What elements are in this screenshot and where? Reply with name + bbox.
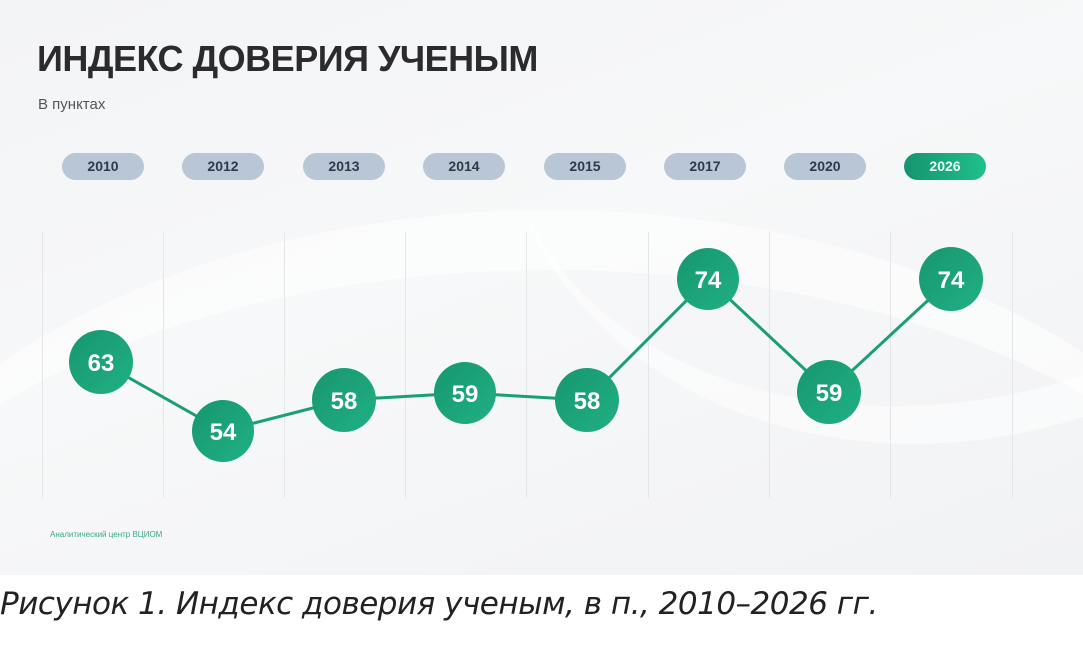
grid-line bbox=[648, 232, 649, 498]
point-value: 63 bbox=[88, 350, 115, 377]
grid-line bbox=[42, 232, 43, 498]
year-pill-2017: 2017 bbox=[664, 153, 746, 180]
grid-line bbox=[284, 232, 285, 498]
chart-title: ИНДЕКС ДОВЕРИЯ УЧЕНЫМ bbox=[37, 38, 538, 79]
figure-caption: Рисунок 1. Индекс доверия ученым, в п., … bbox=[0, 586, 878, 622]
year-pill-2012: 2012 bbox=[182, 153, 264, 180]
chart-panel: ИНДЕКС ДОВЕРИЯ УЧЕНЫМ В пунктах 2010 201… bbox=[0, 0, 1083, 575]
point-value: 58 bbox=[574, 388, 601, 415]
year-pill-2026: 2026 bbox=[904, 153, 986, 180]
data-point-2020: 59 bbox=[797, 360, 861, 424]
grid-line bbox=[526, 232, 527, 498]
data-point-2017: 74 bbox=[677, 248, 739, 310]
line-chart: 63 54 58 59 58 74 59 74 bbox=[69, 247, 983, 462]
year-pill-2010: 2010 bbox=[62, 153, 144, 180]
grid-line bbox=[1012, 232, 1013, 498]
point-value: 58 bbox=[331, 388, 358, 415]
data-point-2012: 54 bbox=[192, 400, 254, 462]
point-value: 54 bbox=[210, 419, 237, 446]
grid-line bbox=[890, 232, 891, 498]
year-pill-2013: 2013 bbox=[303, 153, 385, 180]
grid-line bbox=[405, 232, 406, 498]
year-pill-2015: 2015 bbox=[544, 153, 626, 180]
data-point-2026: 74 bbox=[919, 247, 983, 311]
data-point-2010: 63 bbox=[69, 330, 133, 394]
data-point-2013: 58 bbox=[312, 368, 376, 432]
source-label: Аналитический центр ВЦИОМ bbox=[50, 530, 163, 539]
chart-subtitle: В пунктах bbox=[38, 96, 106, 113]
grid-line bbox=[163, 232, 164, 498]
point-value: 59 bbox=[816, 380, 843, 407]
data-point-2014: 59 bbox=[434, 362, 496, 424]
point-value: 74 bbox=[938, 267, 965, 294]
year-pill-2020: 2020 bbox=[784, 153, 866, 180]
year-pill-2014: 2014 bbox=[423, 153, 505, 180]
point-value: 59 bbox=[452, 381, 479, 408]
data-point-2015: 58 bbox=[555, 368, 619, 432]
point-value: 74 bbox=[695, 267, 722, 294]
grid-line bbox=[769, 232, 770, 498]
